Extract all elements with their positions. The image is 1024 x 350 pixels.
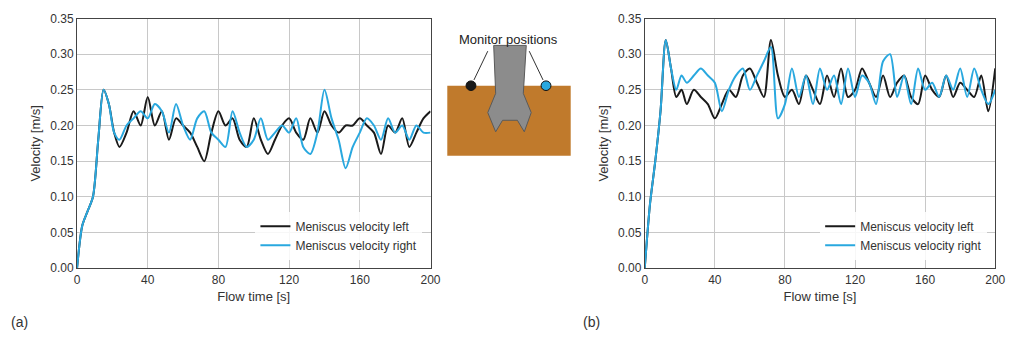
svg-text:Meniscus velocity left: Meniscus velocity left <box>860 220 974 234</box>
svg-text:Flow time [s]: Flow time [s] <box>784 289 857 304</box>
svg-text:0.30: 0.30 <box>618 47 642 61</box>
svg-text:120: 120 <box>279 273 299 287</box>
svg-text:Meniscus velocity left: Meniscus velocity left <box>295 220 409 234</box>
svg-text:0.35: 0.35 <box>618 12 642 26</box>
svg-text:Monitor positions: Monitor positions <box>459 32 558 47</box>
svg-text:0.25: 0.25 <box>50 83 74 97</box>
svg-text:0.35: 0.35 <box>50 12 74 26</box>
svg-text:0.05: 0.05 <box>618 226 642 240</box>
svg-text:80: 80 <box>778 273 792 287</box>
svg-text:120: 120 <box>845 273 865 287</box>
svg-text:80: 80 <box>212 273 226 287</box>
svg-text:0.10: 0.10 <box>618 190 642 204</box>
svg-text:0.10: 0.10 <box>50 190 74 204</box>
svg-text:(b): (b) <box>583 314 600 330</box>
svg-text:160: 160 <box>350 273 370 287</box>
svg-text:0.30: 0.30 <box>50 47 74 61</box>
svg-text:Meniscus velocity right: Meniscus velocity right <box>295 239 416 253</box>
svg-text:40: 40 <box>141 273 155 287</box>
svg-text:0.20: 0.20 <box>50 119 74 133</box>
svg-text:0: 0 <box>641 273 648 287</box>
svg-text:0.00: 0.00 <box>50 261 74 275</box>
svg-text:0.00: 0.00 <box>618 261 642 275</box>
svg-text:0.25: 0.25 <box>618 83 642 97</box>
svg-text:0: 0 <box>74 273 81 287</box>
svg-text:40: 40 <box>708 273 722 287</box>
svg-text:0.15: 0.15 <box>50 154 74 168</box>
svg-text:200: 200 <box>420 273 440 287</box>
svg-text:Velocity [m/s]: Velocity [m/s] <box>28 105 43 182</box>
svg-text:0.05: 0.05 <box>50 226 74 240</box>
svg-text:(a): (a) <box>11 314 28 330</box>
svg-text:200: 200 <box>985 273 1005 287</box>
svg-text:Velocity [m/s]: Velocity [m/s] <box>596 105 611 182</box>
svg-text:Meniscus velocity right: Meniscus velocity right <box>860 239 981 253</box>
svg-text:0.15: 0.15 <box>618 154 642 168</box>
svg-text:0.20: 0.20 <box>618 119 642 133</box>
svg-text:Flow time [s]: Flow time [s] <box>217 289 290 304</box>
svg-text:160: 160 <box>915 273 935 287</box>
